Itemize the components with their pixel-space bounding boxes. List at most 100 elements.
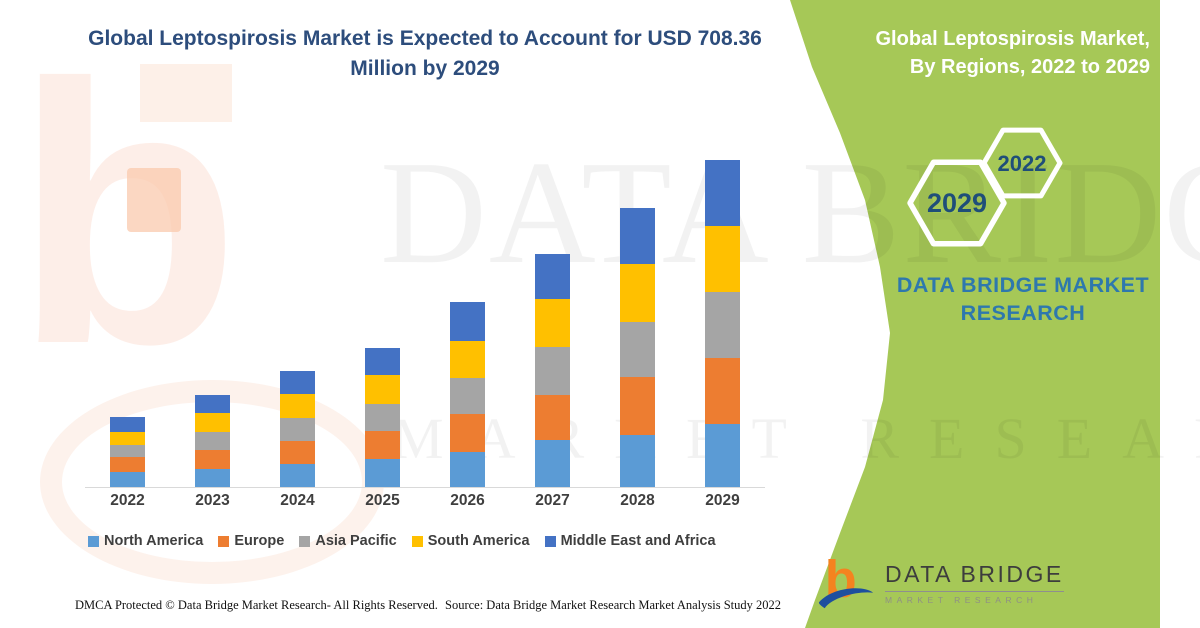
watermark-peach-square xyxy=(127,168,181,232)
bar-segment-2023-north-america xyxy=(195,468,230,488)
bar-segment-2027-south-america xyxy=(535,299,570,347)
bar-segment-2027-europe xyxy=(535,394,570,440)
bar-segment-2029-middle-east-and-africa xyxy=(705,160,740,227)
bar-segment-2025-middle-east-and-africa xyxy=(365,347,400,375)
bar-segment-2023-europe xyxy=(195,450,230,469)
bar-segment-2029-north-america xyxy=(705,423,740,488)
bar-segment-2025-north-america xyxy=(365,458,400,488)
bar-segment-2026-south-america xyxy=(450,340,485,378)
bar-slot-2025 xyxy=(340,160,425,488)
bar-segment-2028-north-america xyxy=(620,434,655,488)
legend-label: South America xyxy=(427,533,530,549)
bar-segment-2023-middle-east-and-africa xyxy=(195,394,230,414)
legend-item-north-america: North America xyxy=(88,533,203,549)
bar-slot-2028 xyxy=(595,160,680,488)
stacked-bar-2025 xyxy=(365,347,400,488)
legend-item-middle-east-and-africa: Middle East and Africa xyxy=(544,533,716,549)
x-axis-label-2024: 2024 xyxy=(280,492,315,509)
brand-text: DATA BRIDGE MARKET RESEARCH xyxy=(896,273,1150,325)
legend-swatch xyxy=(544,535,556,547)
legend-label: Asia Pacific xyxy=(315,533,397,549)
bar-slot-2029 xyxy=(680,160,765,488)
footer-dmca-text: DMCA Protected © Data Bridge Market Rese… xyxy=(75,598,438,612)
stacked-bar-2022 xyxy=(110,416,145,488)
bar-segment-2027-north-america xyxy=(535,439,570,488)
legend-item-south-america: South America xyxy=(411,533,530,549)
watermark-peach-rectangle xyxy=(140,64,232,122)
logo-text-block: DATA BRIDGE MARKET RESEARCH xyxy=(885,561,1064,605)
x-axis-labels: 2022 2023 2024 2025 2026 2027 2028 2029 xyxy=(85,492,765,516)
bar-segment-2024-asia-pacific xyxy=(280,417,315,441)
bar-segment-2024-south-america xyxy=(280,394,315,418)
bar-segment-2028-south-america xyxy=(620,264,655,322)
bar-segment-2022-north-america xyxy=(110,471,145,488)
bar-segment-2025-asia-pacific xyxy=(365,403,400,431)
bar-segment-2022-south-america xyxy=(110,431,145,445)
chart-legend: North America Europe Asia Pacific South Ame… xyxy=(88,533,716,549)
legend-label: North America xyxy=(104,533,204,549)
bar-segment-2023-south-america xyxy=(195,413,230,432)
bar-slot-2027 xyxy=(510,160,595,488)
legend-swatch xyxy=(218,535,230,547)
bar-segment-2026-asia-pacific xyxy=(450,377,485,414)
legend-item-europe: Europe xyxy=(218,533,284,549)
logo-swoosh xyxy=(818,588,874,609)
stacked-bar-chart: 2022 2023 2024 2025 2026 2027 2028 2029 xyxy=(85,140,765,516)
bar-segment-2024-north-america xyxy=(280,464,315,488)
bar-segment-2027-middle-east-and-africa xyxy=(535,254,570,300)
bar-segment-2029-europe xyxy=(705,357,740,424)
logo-tagline: MARKET RESEARCH xyxy=(885,595,1038,605)
x-axis-label-2027: 2027 xyxy=(535,492,570,509)
x-axis-label-2023: 2023 xyxy=(195,492,230,509)
x-axis-label-2029: 2029 xyxy=(705,492,740,509)
bar-segment-2025-europe xyxy=(365,430,400,459)
year-hexagons: 2029 2022 xyxy=(907,127,1063,247)
bar-segment-2026-europe xyxy=(450,413,485,452)
x-axis-label-2022: 2022 xyxy=(110,492,145,509)
logo-name: DATA BRIDGE xyxy=(885,561,1064,592)
databridge-logo: b DATA BRIDGE MARKET RESEARCH xyxy=(815,552,1064,614)
bar-segment-2027-asia-pacific xyxy=(535,346,570,395)
legend-label: Europe xyxy=(234,533,285,549)
bars-row xyxy=(85,160,765,488)
x-axis-label-2028: 2028 xyxy=(620,492,655,509)
stacked-bar-2026 xyxy=(450,301,485,488)
bar-segment-2022-asia-pacific xyxy=(110,444,145,457)
bar-segment-2028-asia-pacific xyxy=(620,321,655,377)
hexagon-2029-shape xyxy=(907,159,1007,247)
chart-title: Global Leptospirosis Market is Expected … xyxy=(88,27,762,81)
bar-segment-2025-south-america xyxy=(365,374,400,404)
legend-swatch xyxy=(411,535,423,547)
hexagon-2022-label: 2022 xyxy=(998,151,1047,176)
hexagon-2029-label: 2029 xyxy=(927,188,987,218)
bar-segment-2029-south-america xyxy=(705,226,740,293)
legend-swatch xyxy=(88,535,99,547)
stacked-bar-2023 xyxy=(195,394,230,488)
legend-swatch xyxy=(299,535,311,547)
bar-slot-2023 xyxy=(170,160,255,488)
bar-slot-2022 xyxy=(85,160,170,488)
legend-label: Middle East and Africa xyxy=(560,533,716,549)
hexagon-2022-shape xyxy=(981,127,1063,199)
stacked-bar-2028 xyxy=(620,208,655,488)
bar-slot-2024 xyxy=(255,160,340,488)
bar-segment-2028-europe xyxy=(620,376,655,435)
bar-segment-2023-asia-pacific xyxy=(195,431,230,451)
legend-item-asia-pacific: Asia Pacific xyxy=(299,533,397,549)
x-axis-label-2026: 2026 xyxy=(450,492,485,509)
bar-segment-2029-asia-pacific xyxy=(705,292,740,358)
bar-segment-2022-middle-east-and-africa xyxy=(110,416,145,432)
bar-segment-2026-middle-east-and-africa xyxy=(450,301,485,341)
bar-segment-2024-europe xyxy=(280,440,315,465)
bar-segment-2022-europe xyxy=(110,456,145,472)
x-axis-line xyxy=(85,487,765,488)
bar-slot-2026 xyxy=(425,160,510,488)
bar-segment-2024-middle-east-and-africa xyxy=(280,370,315,395)
footer-source-text: Source: Data Bridge Market Research Mark… xyxy=(445,598,782,612)
stacked-bar-2024 xyxy=(280,370,315,488)
bar-segment-2026-north-america xyxy=(450,451,485,488)
bar-segment-2028-middle-east-and-africa xyxy=(620,208,655,265)
side-panel-heading: Global Leptospirosis Market, By Regions,… xyxy=(875,28,1150,78)
stacked-bar-2029 xyxy=(705,160,740,488)
